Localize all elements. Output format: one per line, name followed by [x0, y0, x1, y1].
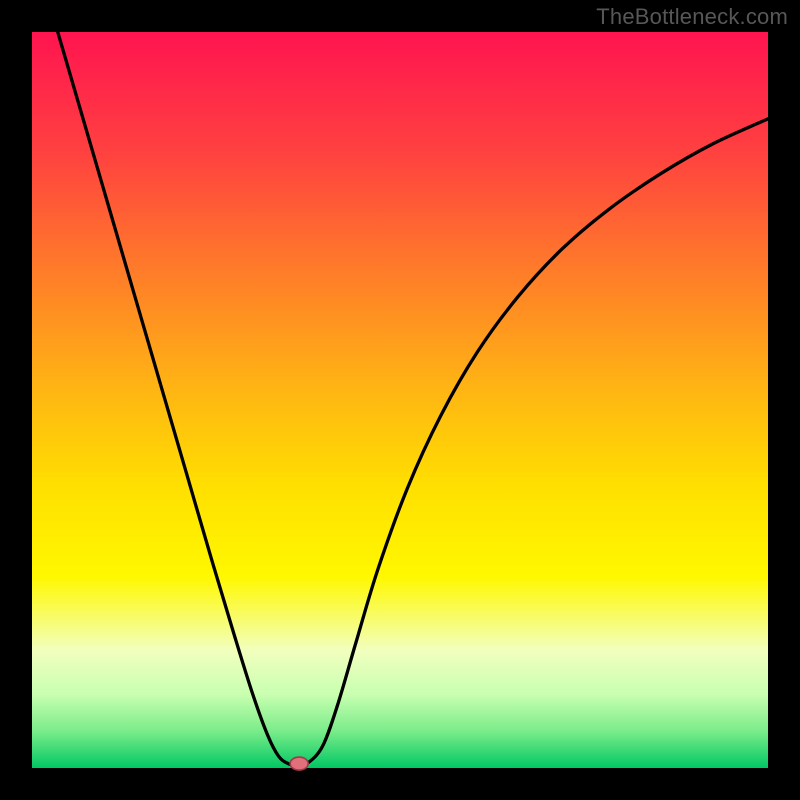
watermark-text: TheBottleneck.com: [596, 4, 788, 30]
chart-stage: TheBottleneck.com: [0, 0, 800, 800]
optimal-point-marker: [290, 757, 308, 770]
plot-gradient-area: [32, 32, 768, 768]
bottleneck-chart: [0, 0, 800, 800]
